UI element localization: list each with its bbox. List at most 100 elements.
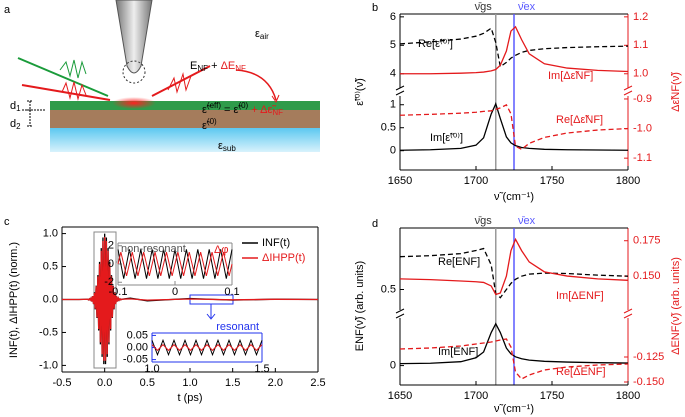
y-tick-label: -2 — [104, 276, 114, 288]
x-axis-label: t (ps) — [177, 392, 202, 404]
y-tick-label: 0 — [390, 145, 396, 157]
green-wave — [59, 59, 87, 79]
marker-label: ν̄ex — [518, 1, 536, 13]
y2-tick-label: -1.1 — [633, 152, 652, 164]
symbol: ε̃ — [202, 120, 211, 132]
x-tick-label: 1650 — [388, 390, 412, 402]
panel-a: a εair ENF + ΔENF d1 d2 ε̃(eff) = ε̃(0) … — [4, 0, 320, 153]
y2-tick-label: -0.150 — [633, 376, 664, 388]
substrate — [50, 128, 320, 152]
series-line — [117, 249, 233, 279]
y2-tick-label: -1.0 — [633, 122, 652, 134]
symbol: ΔE — [221, 60, 236, 72]
series-line — [399, 27, 629, 68]
symbol: ε — [255, 28, 260, 40]
series-line — [117, 252, 233, 276]
legend-label: INF(t) — [262, 237, 290, 249]
series-line — [151, 343, 263, 352]
y-tick-label: 0 — [390, 359, 396, 371]
y2-tick-label: 1.1 — [633, 39, 648, 51]
y-tick-label: 5 — [390, 39, 396, 51]
zoom-arrow — [206, 304, 216, 320]
arrow — [235, 69, 277, 101]
symbol: ε — [218, 140, 223, 152]
tip-circle — [122, 60, 146, 84]
series-line — [399, 104, 629, 151]
superscript: (0) — [238, 101, 248, 110]
symbol: d — [10, 100, 16, 112]
subscript: NF — [197, 64, 208, 73]
panel-label: b — [372, 2, 378, 14]
tip — [115, 0, 153, 74]
subscript: NF — [272, 108, 283, 117]
series-line — [62, 236, 319, 361]
x-tick-label: 1.5 — [254, 363, 269, 375]
series-line — [399, 338, 629, 380]
y2-tick-label: 0.150 — [633, 270, 661, 282]
series-label: Im[Δε̃NF] — [548, 70, 593, 82]
subscript: sub — [223, 144, 236, 153]
arrow-head — [271, 94, 280, 104]
y-tick-label: 0 — [108, 258, 114, 270]
d1: d1 — [10, 100, 21, 113]
y-tick-label: 0.5 — [43, 260, 58, 272]
symbol: ε̃ — [202, 104, 211, 116]
y2-tick-label: 1.0 — [633, 68, 648, 80]
x-tick-label: 1.0 — [182, 377, 197, 389]
series-label: Im[ENF] — [438, 346, 478, 358]
x-tick-label: -0.5 — [53, 377, 72, 389]
inset-title: resonant — [216, 321, 259, 333]
layer — [50, 110, 320, 128]
subscript: air — [260, 32, 269, 41]
y-tick-label: 6 — [390, 11, 396, 23]
series-line — [399, 237, 629, 296]
y2-axis-label: ΔENF(ν̃) (arb. units) — [670, 257, 682, 355]
series-label: Re[ε̃⁽⁰⁾] — [418, 38, 453, 50]
x-tick-label: 1.5 — [225, 377, 240, 389]
x-tick-label: 1.0 — [144, 363, 159, 375]
x-tick-label: 1750 — [540, 390, 564, 402]
x-tick-label: -0.1 — [109, 286, 128, 298]
marker-label: ν̄gs — [475, 1, 493, 13]
symbol: d — [10, 118, 16, 130]
x-tick-label: 1650 — [388, 175, 412, 187]
red-beam-in — [21, 84, 111, 101]
y-tick-label: 1 — [390, 99, 396, 111]
series-label: Im[ΔENF] — [556, 290, 604, 302]
eps-sub: εsub — [218, 140, 236, 153]
superscript: (0) — [207, 117, 217, 126]
y-tick-label: 4 — [390, 68, 396, 80]
y-tick-label: 1.0 — [43, 227, 58, 239]
series-label: Re[ΔENF] — [556, 366, 606, 378]
y-tick-label: 2 — [108, 240, 114, 252]
eps0-label: ε̃(0) — [202, 117, 217, 132]
y-tick-label: -0.05 — [123, 353, 148, 365]
y-axis-label: ENF(ν̃) (arb. units) — [354, 261, 366, 351]
eps-air: εair — [255, 28, 269, 41]
symbol: E — [190, 60, 197, 72]
series-label: Im[ε̃⁽⁰⁾] — [430, 132, 463, 144]
red-wave — [61, 81, 87, 101]
series-line — [400, 25, 629, 75]
series-label: Re[ENF] — [438, 256, 480, 268]
y-tick-label: -1.0 — [39, 359, 58, 371]
inset-title: non-resonant — [121, 243, 186, 255]
subscript: 2 — [16, 122, 21, 131]
field-label: ENF + ΔENF — [190, 60, 246, 73]
top-layer — [50, 101, 320, 110]
break-mark — [623, 308, 633, 319]
y2-axis-label: Δε̃NF(ν̃) — [670, 72, 682, 112]
y-axis-label: ε̃⁽⁰⁾(ν̃) — [354, 78, 366, 106]
marker-label: ν̄gs — [475, 215, 493, 227]
x-tick-label: 1800 — [616, 175, 640, 187]
y-tick-label: 0.0 — [43, 293, 58, 305]
x-axis-label: ν̃ (cm⁻¹) — [494, 191, 534, 203]
marker-label: ν̄ex — [518, 215, 536, 227]
red-wave-out — [167, 72, 192, 94]
y2-tick-label: -0.9 — [633, 93, 652, 105]
symbol: + Δε̃ — [248, 104, 276, 116]
y-tick-label: 0.00 — [127, 341, 148, 353]
y2-tick-label: 0.175 — [633, 235, 661, 247]
eff-label: ε̃(eff) = ε̃(0) + Δε̃NF — [202, 101, 283, 117]
x-tick-label: 1700 — [464, 390, 488, 402]
